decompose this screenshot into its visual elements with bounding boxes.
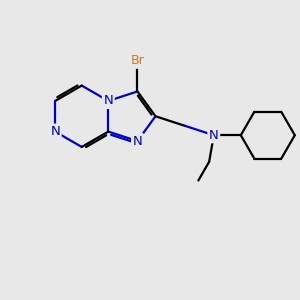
Text: N: N bbox=[133, 135, 142, 148]
Text: Br: Br bbox=[130, 54, 144, 67]
Text: N: N bbox=[209, 129, 219, 142]
Text: N: N bbox=[50, 125, 60, 138]
Text: N: N bbox=[103, 94, 113, 107]
